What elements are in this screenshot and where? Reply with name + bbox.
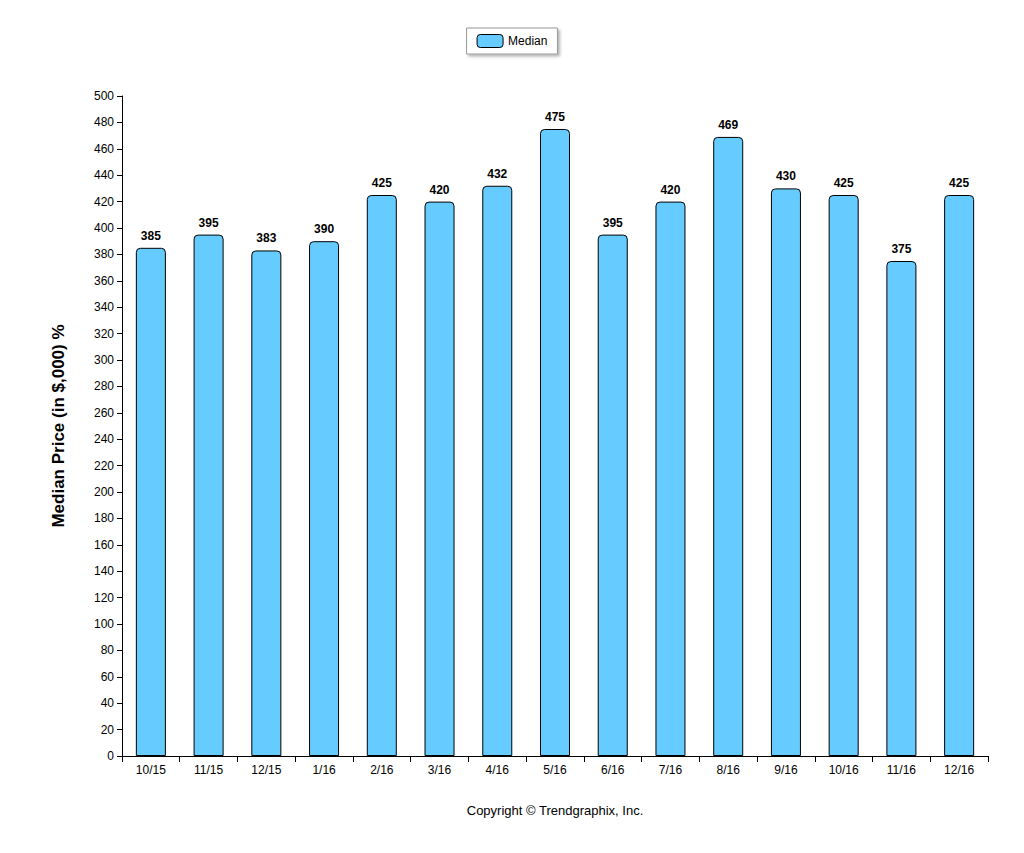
svg-text:340: 340 — [94, 300, 114, 314]
svg-text:160: 160 — [94, 538, 114, 552]
svg-text:12/15: 12/15 — [251, 763, 281, 777]
svg-text:395: 395 — [603, 216, 623, 230]
svg-text:475: 475 — [545, 110, 565, 124]
svg-text:3/16: 3/16 — [428, 763, 452, 777]
svg-text:385: 385 — [141, 229, 161, 243]
svg-text:425: 425 — [834, 176, 854, 190]
svg-text:8/16: 8/16 — [717, 763, 741, 777]
svg-text:300: 300 — [94, 353, 114, 367]
svg-text:Copyright © Trendgraphix, Inc.: Copyright © Trendgraphix, Inc. — [467, 803, 644, 818]
svg-text:400: 400 — [94, 221, 114, 235]
svg-text:390: 390 — [314, 222, 334, 236]
svg-text:240: 240 — [94, 432, 114, 446]
svg-text:Median Price (in $,000) %: Median Price (in $,000) % — [49, 324, 68, 527]
svg-text:425: 425 — [372, 176, 392, 190]
svg-text:260: 260 — [94, 406, 114, 420]
svg-text:383: 383 — [256, 231, 276, 245]
svg-text:320: 320 — [94, 327, 114, 341]
svg-text:120: 120 — [94, 591, 114, 605]
svg-text:432: 432 — [487, 167, 507, 181]
svg-text:380: 380 — [94, 247, 114, 261]
svg-text:1/16: 1/16 — [312, 763, 336, 777]
svg-text:375: 375 — [891, 242, 911, 256]
svg-text:2/16: 2/16 — [370, 763, 394, 777]
svg-text:10/16: 10/16 — [829, 763, 859, 777]
svg-text:360: 360 — [94, 274, 114, 288]
svg-text:100: 100 — [94, 617, 114, 631]
svg-text:140: 140 — [94, 564, 114, 578]
svg-text:220: 220 — [94, 459, 114, 473]
svg-text:12/16: 12/16 — [944, 763, 974, 777]
svg-text:40: 40 — [101, 696, 115, 710]
svg-text:7/16: 7/16 — [659, 763, 683, 777]
svg-text:11/15: 11/15 — [194, 763, 223, 777]
svg-text:0: 0 — [107, 749, 114, 763]
svg-text:Median: Median — [508, 34, 547, 48]
svg-text:20: 20 — [101, 723, 115, 737]
svg-text:4/16: 4/16 — [486, 763, 510, 777]
svg-text:6/16: 6/16 — [601, 763, 625, 777]
svg-text:395: 395 — [199, 216, 219, 230]
svg-text:420: 420 — [660, 183, 680, 197]
svg-text:80: 80 — [101, 643, 115, 657]
svg-text:440: 440 — [94, 168, 114, 182]
svg-text:430: 430 — [776, 169, 796, 183]
svg-text:480: 480 — [94, 115, 114, 129]
svg-text:5/16: 5/16 — [543, 763, 567, 777]
svg-text:10/15: 10/15 — [136, 763, 166, 777]
svg-text:11/16: 11/16 — [887, 763, 916, 777]
svg-text:425: 425 — [949, 176, 969, 190]
svg-text:280: 280 — [94, 379, 114, 393]
svg-text:460: 460 — [94, 142, 114, 156]
svg-text:180: 180 — [94, 511, 114, 525]
svg-text:9/16: 9/16 — [774, 763, 798, 777]
svg-text:420: 420 — [430, 183, 450, 197]
svg-text:60: 60 — [101, 670, 115, 684]
svg-text:500: 500 — [94, 89, 114, 103]
svg-text:200: 200 — [94, 485, 114, 499]
svg-text:469: 469 — [718, 118, 738, 132]
svg-text:420: 420 — [94, 195, 114, 209]
